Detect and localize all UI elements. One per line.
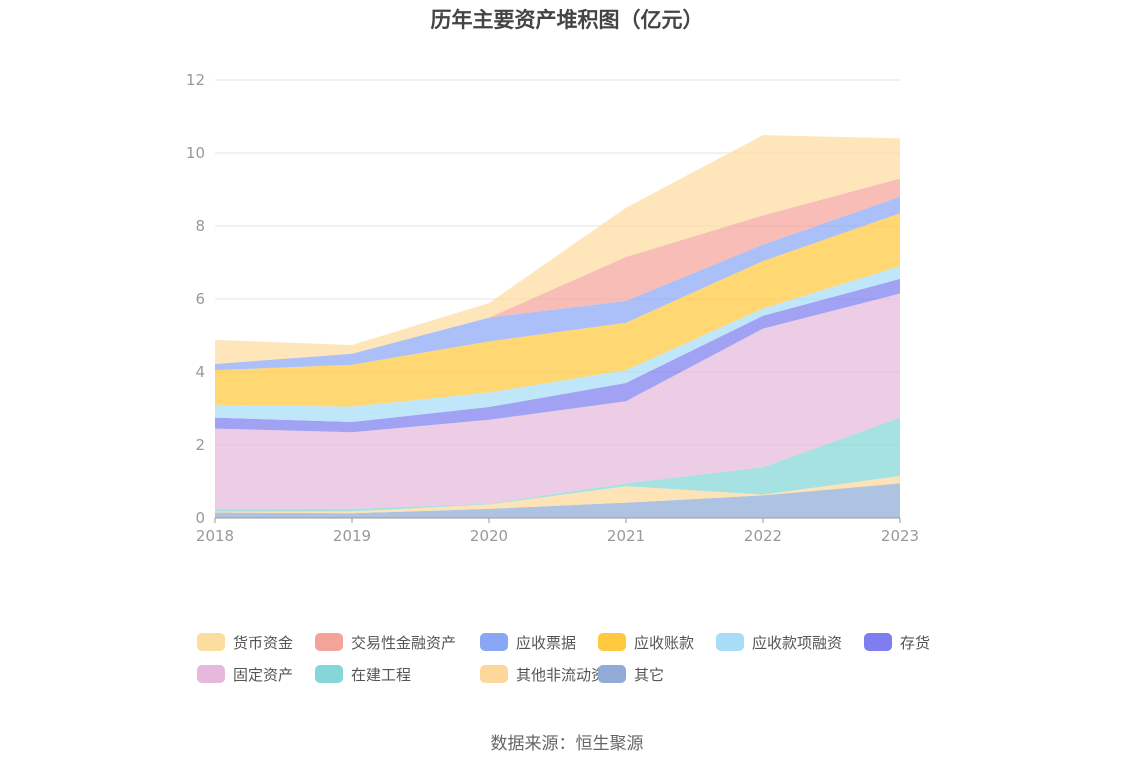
legend: 货币资金 交易性金融资产 应收票据 应收账款 应收款项融资 存货固定资产 在建工程 其他非流动… bbox=[197, 630, 977, 694]
legend-label: 交易性金融资产 bbox=[351, 633, 457, 652]
legend-item[interactable]: 应收票据 bbox=[480, 630, 598, 654]
legend-label: 在建工程 bbox=[351, 665, 412, 684]
legend-label: 其它 bbox=[634, 665, 665, 684]
legend-label: 货币资金 bbox=[233, 633, 294, 652]
legend-item[interactable]: 交易性金融资产 bbox=[315, 630, 480, 654]
legend-row: 固定资产 在建工程 其他非流动资产 其它 bbox=[197, 662, 977, 686]
x-tick-label: 2018 bbox=[196, 527, 234, 545]
legend-label: 其他非流动资产 bbox=[516, 665, 622, 684]
legend-label: 应收款项融资 bbox=[752, 633, 843, 652]
legend-swatch bbox=[315, 665, 343, 683]
chart-title: 历年主要资产堆积图（亿元） bbox=[430, 8, 704, 32]
legend-item[interactable]: 在建工程 bbox=[315, 662, 480, 686]
area-series bbox=[215, 178, 900, 364]
legend-swatch bbox=[480, 633, 508, 651]
legend-label: 应收账款 bbox=[634, 633, 695, 652]
area-series bbox=[215, 213, 900, 407]
y-tick-label: 12 bbox=[186, 71, 205, 89]
x-tick-label: 2021 bbox=[607, 527, 645, 545]
legend-label: 固定资产 bbox=[233, 665, 294, 684]
legend-swatch bbox=[197, 665, 225, 683]
y-tick-label: 0 bbox=[195, 509, 205, 527]
legend-label: 存货 bbox=[900, 633, 931, 652]
x-tick-label: 2020 bbox=[470, 527, 508, 545]
axes: 0 2 4 6 8 10 12 2018 2019 2020 2021 2022 2023 bbox=[186, 71, 919, 545]
legend-item[interactable]: 其他非流动资产 bbox=[480, 662, 621, 686]
area-series bbox=[215, 417, 900, 512]
legend-item[interactable]: 其它 bbox=[598, 662, 716, 686]
y-tick-label: 4 bbox=[195, 363, 205, 381]
x-tick-label: 2022 bbox=[744, 527, 782, 545]
legend-swatch bbox=[480, 665, 508, 683]
area-series bbox=[215, 266, 900, 422]
legend-item[interactable]: 应收款项融资 bbox=[716, 630, 864, 654]
legend-label: 应收票据 bbox=[516, 633, 577, 652]
legend-swatch bbox=[598, 665, 626, 683]
legend-swatch bbox=[598, 633, 626, 651]
legend-item[interactable]: 货币资金 bbox=[197, 630, 315, 654]
area-series bbox=[215, 135, 900, 518]
legend-swatch bbox=[197, 633, 225, 651]
legend-swatch bbox=[315, 633, 343, 651]
legend-row: 货币资金 交易性金融资产 应收票据 应收账款 应收款项融资 存货 bbox=[197, 630, 977, 654]
x-tick-label: 2019 bbox=[333, 527, 371, 545]
legend-swatch bbox=[864, 633, 892, 651]
y-tick-label: 6 bbox=[195, 290, 205, 308]
y-tick-label: 8 bbox=[195, 217, 205, 235]
legend-item[interactable]: 存货 bbox=[864, 630, 944, 654]
area-series bbox=[215, 135, 900, 364]
source-note: 数据来源：恒生聚源 bbox=[490, 734, 644, 754]
x-tick-label: 2023 bbox=[881, 527, 919, 545]
area-series bbox=[215, 483, 900, 518]
area-series bbox=[215, 293, 900, 509]
y-tick-label: 10 bbox=[186, 144, 205, 162]
legend-swatch bbox=[716, 633, 744, 651]
legend-item[interactable]: 应收账款 bbox=[598, 630, 716, 654]
y-tick-label: 2 bbox=[195, 436, 205, 454]
area-series bbox=[215, 278, 900, 433]
legend-item[interactable]: 固定资产 bbox=[197, 662, 315, 686]
